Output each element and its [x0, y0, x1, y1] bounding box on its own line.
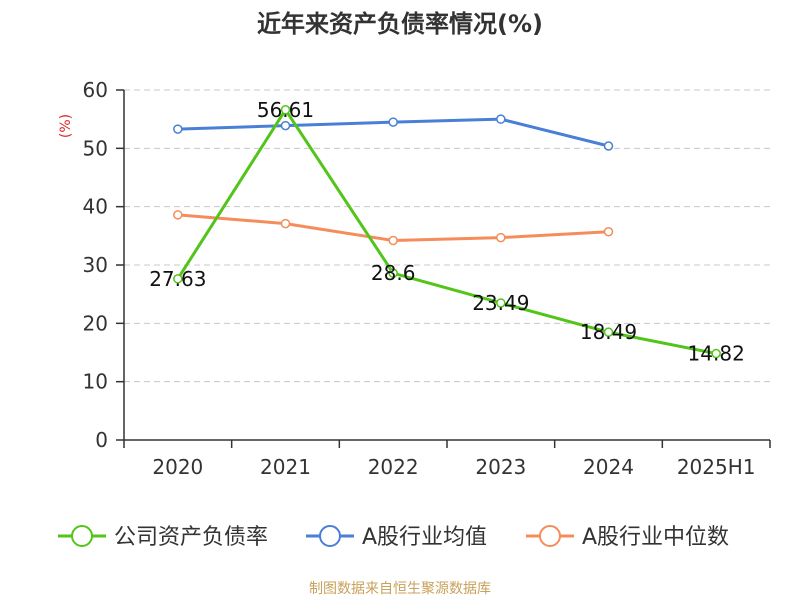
data-point: [496, 114, 506, 124]
axes: 0 10 20 30 40 50 60 (%) 2020 2021 2022 2023 2024 2025…: [58, 78, 771, 479]
x-tick-label: 2022: [368, 455, 419, 479]
x-tick-label: 2024: [583, 455, 634, 479]
data-point: [280, 105, 291, 115]
y-tick-label: 50: [83, 136, 108, 160]
data-point: [496, 298, 506, 308]
data-label: 27.63: [149, 267, 206, 291]
data-point: [388, 117, 398, 127]
data-point: [496, 232, 506, 243]
chart-title: 近年来资产负债率情况(%): [257, 10, 543, 38]
series-lines: [173, 105, 721, 359]
data-point: [603, 227, 614, 237]
legend: 公司资产负债率 A股行业均值 A股行业中位数: [58, 525, 729, 550]
legend-label: A股行业中位数: [582, 525, 729, 550]
data-labels: 27.63 56.61 28.6 23.49 18.49 14.82: [149, 98, 745, 366]
y-tick-label: 0: [95, 428, 108, 452]
x-tick-label: 2025H1: [677, 455, 756, 479]
y-tick-label: 10: [83, 370, 108, 394]
legend-swatch-marker: [319, 525, 341, 547]
legend-swatch-marker: [71, 525, 93, 547]
legend-label: 公司资产负债率: [114, 525, 268, 550]
data-point: [603, 141, 614, 151]
y-axis-label: (%): [58, 114, 74, 138]
data-point: [603, 327, 614, 337]
data-label: 18.49: [580, 320, 637, 344]
grid-lines: [124, 89, 770, 383]
x-tick-label: 2023: [475, 455, 526, 479]
y-tick-label: 60: [83, 78, 108, 102]
y-tick-label: 40: [83, 195, 108, 219]
data-point: [280, 218, 291, 229]
y-tick-label: 30: [83, 253, 108, 277]
x-tick-label: 2020: [152, 455, 203, 479]
series-line: [176, 108, 717, 356]
data-label: 23.49: [472, 291, 529, 315]
data-point: [711, 348, 721, 359]
data-label: 56.61: [257, 98, 314, 122]
data-point: [388, 235, 398, 246]
data-point: [173, 124, 183, 134]
x-tick-label: 2021: [260, 455, 311, 479]
y-tick-label: 20: [83, 311, 108, 335]
legend-swatch-marker: [539, 525, 561, 547]
data-label: 14.82: [688, 342, 745, 366]
data-point: [173, 274, 183, 284]
legend-label: A股行业均值: [362, 525, 487, 550]
data-point: [280, 120, 291, 131]
data-point: [173, 210, 183, 220]
data-label: 28.6: [371, 261, 416, 285]
source-note: 制图数据来自恒生聚源数据库: [309, 581, 491, 597]
data-point: [388, 268, 398, 278]
